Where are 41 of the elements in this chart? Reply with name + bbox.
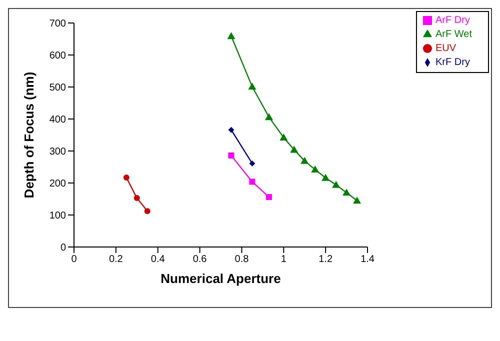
x-axis-title: Numerical Aperture — [160, 271, 281, 286]
point — [123, 174, 130, 181]
x-tick-label: 0.6 — [192, 254, 208, 266]
legend-label: EUV — [436, 43, 456, 54]
point — [249, 160, 256, 166]
y-tick-label: 100 — [49, 210, 66, 222]
point — [144, 208, 150, 214]
point — [300, 156, 309, 164]
point — [311, 166, 320, 173]
point — [290, 146, 298, 153]
point — [266, 194, 272, 200]
point — [134, 195, 140, 202]
x-tick-label: 0.8 — [234, 254, 250, 266]
point — [332, 180, 340, 188]
point — [353, 196, 362, 204]
y-tick-label: 400 — [49, 114, 66, 126]
y-tick-label: 0 — [60, 242, 66, 254]
x-tick-label: 0.2 — [108, 254, 124, 266]
y-tick-label: 200 — [49, 178, 66, 190]
point — [322, 174, 330, 181]
y-axis-title: Depth of Focus (nm) — [22, 72, 37, 198]
y-tick-label: 300 — [49, 146, 66, 158]
x-tick-label: 1.4 — [360, 254, 375, 266]
legend-label: ArF Wet — [436, 29, 472, 40]
point — [249, 178, 256, 185]
x-tick-label: 1.2 — [318, 254, 333, 266]
legend-label: KrF Dry — [436, 57, 470, 68]
x-tick-label: 0 — [71, 254, 78, 266]
point — [228, 152, 234, 158]
y-tick-label: 500 — [49, 82, 66, 94]
point — [342, 188, 351, 196]
point — [228, 126, 234, 133]
y-tick-label: 700 — [49, 18, 66, 30]
x-tick-label: 1 — [280, 254, 287, 266]
point — [227, 32, 236, 40]
point — [264, 113, 273, 120]
point — [248, 82, 256, 90]
x-tick-label: 0.4 — [150, 254, 166, 266]
legend-label: ArF Dry — [436, 15, 470, 26]
y-tick-label: 600 — [49, 50, 66, 62]
point — [280, 134, 288, 141]
